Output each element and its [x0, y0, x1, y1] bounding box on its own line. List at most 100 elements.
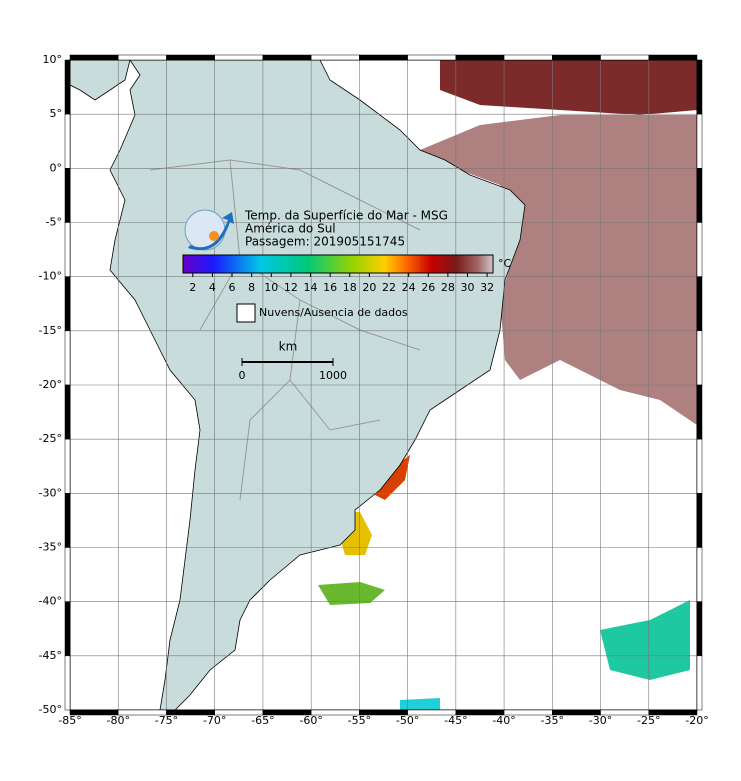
border-segment — [64, 438, 71, 494]
border-segment — [64, 493, 71, 548]
border-segment — [64, 113, 71, 169]
y-tick-label: -30° — [39, 486, 62, 499]
colorbar-tick-label: 32 — [480, 281, 494, 294]
border-segment — [696, 276, 703, 332]
central-america — [70, 60, 131, 101]
border-segment — [64, 384, 71, 440]
colorbar-tick-label: 8 — [248, 281, 255, 294]
y-tick-label: -5° — [46, 216, 62, 229]
border-segment — [696, 438, 703, 494]
border-segment — [600, 54, 650, 61]
border-segment — [648, 709, 698, 716]
x-tick-label: -30° — [589, 714, 612, 727]
y-tick-label: -35° — [39, 541, 62, 554]
legend-label: Nuvens/Ausencia de dados — [259, 306, 408, 319]
colorbar — [182, 254, 494, 274]
border-segment — [359, 54, 408, 61]
y-tick-label: -50° — [39, 703, 62, 716]
logo-arrow — [188, 212, 234, 251]
x-tick-label: -80° — [106, 714, 129, 727]
border-segment — [696, 59, 703, 115]
x-tick-label: -75° — [155, 714, 178, 727]
border-segment — [407, 54, 457, 61]
border-segment — [69, 54, 119, 61]
y-tick-label: -15° — [39, 324, 62, 337]
border-segment — [696, 384, 703, 440]
scale-tick-label: 0 — [239, 369, 246, 382]
colorbar-tick-label: 10 — [264, 281, 278, 294]
logo-sun — [209, 231, 219, 241]
border-segment — [696, 222, 703, 277]
x-tick-label: -60° — [299, 714, 322, 727]
x-tick-label: -40° — [492, 714, 515, 727]
border-segment — [64, 168, 71, 223]
title-line: Passagem: 201905151745 — [245, 235, 405, 249]
y-tick-label: -20° — [39, 378, 62, 391]
x-tick-label: -50° — [396, 714, 419, 727]
border-segment — [117, 54, 167, 61]
border-segment — [262, 54, 312, 61]
title-line: América do Sul — [245, 222, 336, 236]
border-segment — [696, 601, 703, 657]
sst-green — [318, 582, 385, 605]
y-tick-label: -10° — [39, 270, 62, 283]
x-tick-label: -35° — [541, 714, 564, 727]
border-segment — [64, 276, 71, 332]
scale-tick-label: 1000 — [319, 369, 347, 382]
border-segment — [696, 168, 703, 223]
colorbar-tick-label: 14 — [304, 281, 318, 294]
border-segment — [503, 54, 553, 61]
colorbar-tick-label: 16 — [323, 281, 337, 294]
x-tick-label: -25° — [637, 714, 660, 727]
x-tick-label: -20° — [685, 714, 708, 727]
legend-swatch — [236, 303, 256, 323]
border-segment — [310, 54, 360, 61]
x-tick-label: -70° — [203, 714, 226, 727]
logo-globe — [184, 209, 226, 251]
colorbar-tick-label: 30 — [460, 281, 474, 294]
cloud-light — [420, 115, 697, 425]
border-segment — [64, 59, 71, 115]
borders — [149, 159, 421, 501]
border-segment — [64, 547, 71, 602]
border-segment — [552, 54, 601, 61]
colorbar-tick-label: 12 — [284, 281, 298, 294]
frame-border — [64, 54, 703, 716]
y-tick-label: -25° — [39, 432, 62, 445]
colorbar-tick-label: 6 — [229, 281, 236, 294]
sst-warm — [375, 455, 410, 500]
x-tick-label: -85° — [58, 714, 81, 727]
y-tick-label: -45° — [39, 649, 62, 662]
colorbar-tick-label: 2 — [189, 281, 196, 294]
border-segment — [64, 655, 71, 711]
border-segment — [696, 330, 703, 386]
x-tick-label: -45° — [444, 714, 467, 727]
border-segment — [214, 54, 264, 61]
colorbar-tick-label: 28 — [441, 281, 455, 294]
scale-unit: km — [279, 340, 298, 354]
y-tick-label: 5° — [50, 107, 63, 120]
title-line: Temp. da Superfície do Mar - MSG — [244, 209, 448, 223]
border-segment — [64, 222, 71, 277]
colorbar-tick-label: 20 — [362, 281, 376, 294]
colorbar-tick-label: 4 — [209, 281, 216, 294]
y-tick-label: 10° — [43, 53, 63, 66]
border-segment — [696, 547, 703, 602]
scale-bar: 0 1000 — [239, 358, 347, 382]
border-segment — [696, 655, 703, 711]
colorbar-tick-label: 26 — [421, 281, 435, 294]
colorbar-unit: °C — [498, 257, 512, 270]
map-area — [70, 60, 697, 710]
y-tick-label: 0° — [50, 161, 63, 174]
x-tick-label: -65° — [251, 714, 274, 727]
border-segment — [696, 493, 703, 548]
graticule — [70, 60, 697, 710]
colorbar-tick-label: 22 — [382, 281, 396, 294]
axis-labels: -85° -80° -75° -70° -65° -60° -55° -50° -45° -40°… — [39, 53, 709, 727]
colorbar-tick-label: 24 — [402, 281, 416, 294]
border-segment — [166, 54, 215, 61]
y-tick-label: -40° — [39, 595, 62, 608]
logo — [184, 209, 234, 251]
border-segment — [696, 113, 703, 169]
